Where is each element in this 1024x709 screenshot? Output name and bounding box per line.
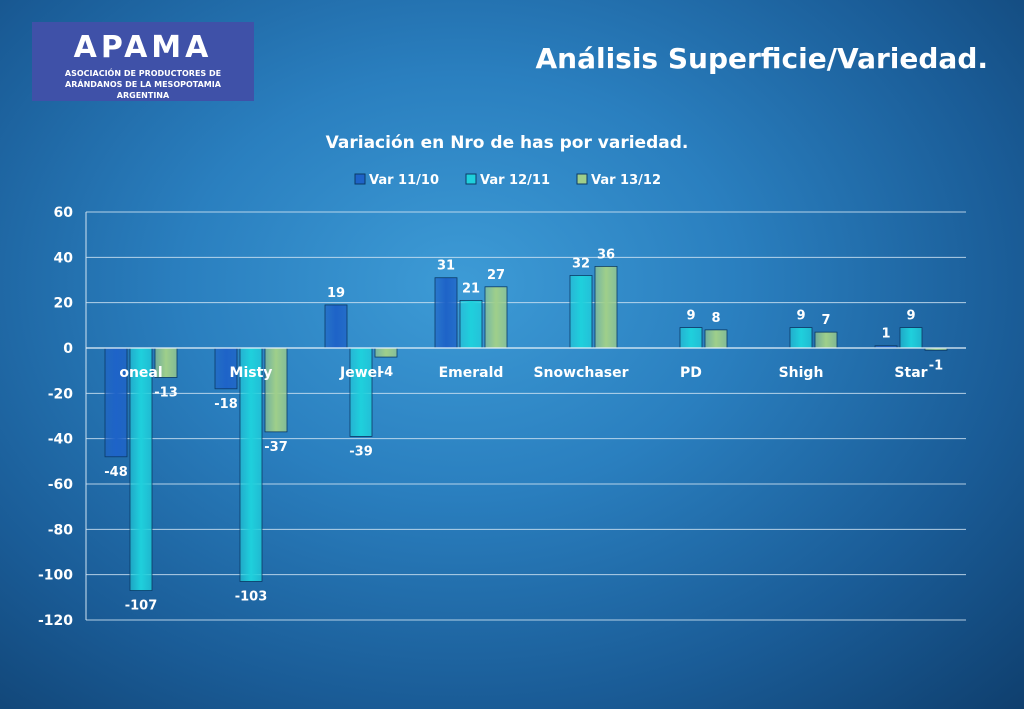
data-label: 9 (686, 309, 695, 324)
data-label: -103 (235, 589, 268, 604)
bar (899, 327, 923, 349)
legend-label: Var 12/11 (480, 173, 550, 188)
y-tick-label: -120 (38, 613, 73, 629)
chart-title: Variación en Nro de has por variedad. (326, 133, 689, 153)
data-label: 31 (437, 259, 455, 274)
y-tick-label: 40 (54, 250, 74, 266)
bar (264, 347, 288, 433)
bar (594, 265, 618, 349)
bar (129, 347, 153, 591)
category-label: Misty (230, 365, 273, 381)
y-tick-label: 20 (54, 296, 74, 312)
legend-label: Var 11/10 (369, 173, 439, 188)
data-label: -18 (214, 397, 238, 412)
bar (789, 327, 813, 349)
category-label: oneal (119, 365, 162, 381)
data-label: 7 (821, 313, 830, 328)
bar (459, 299, 483, 349)
category-label: Jewel (339, 365, 382, 381)
bar (814, 331, 838, 349)
legend-swatch (465, 173, 477, 185)
category-label: Star (894, 365, 927, 381)
data-label: -37 (264, 440, 288, 455)
legend-swatch (576, 173, 588, 185)
data-label: 9 (906, 309, 915, 324)
data-label: 9 (796, 309, 805, 324)
data-label: -48 (104, 465, 128, 480)
data-label: 36 (597, 247, 615, 262)
data-label: 8 (711, 311, 720, 326)
y-tick-label: -60 (48, 477, 74, 493)
bar (434, 277, 458, 349)
category-label: Emerald (439, 365, 504, 381)
bar (349, 347, 373, 437)
bar (484, 286, 508, 349)
data-label: -4 (379, 365, 393, 380)
y-tick-label: 0 (63, 341, 73, 357)
data-label: -107 (125, 599, 158, 614)
slide-title: Análisis Superficie/Variedad. (535, 42, 988, 75)
bar (324, 304, 348, 349)
category-label: Shigh (779, 365, 824, 381)
legend-swatch (354, 173, 366, 185)
logo-subtitle: ASOCIACIÓN DE PRODUCTORES DE ARÁNDANOS D… (64, 69, 222, 100)
logo-word: APAMA (73, 30, 213, 65)
data-label: -39 (349, 444, 373, 459)
data-label: 32 (572, 256, 590, 271)
y-tick-label: -100 (38, 568, 73, 584)
bar (704, 329, 728, 349)
y-tick-label: -20 (48, 386, 74, 402)
legend-label: Var 13/12 (591, 173, 661, 188)
bar (374, 347, 398, 358)
data-label: -1 (929, 358, 943, 373)
y-tick-label: -40 (48, 432, 74, 448)
apama-logo: APAMA ASOCIACIÓN DE PRODUCTORES DE ARÁND… (32, 22, 254, 101)
data-label: 19 (327, 286, 345, 301)
data-label: 27 (487, 268, 505, 283)
y-tick-label: -80 (48, 522, 74, 538)
category-label: PD (680, 365, 702, 381)
category-label: Snowchaser (533, 365, 628, 381)
data-label: 1 (881, 327, 890, 342)
data-label: 21 (462, 281, 480, 296)
bar (679, 327, 703, 349)
bar (239, 347, 263, 582)
y-tick-label: 60 (54, 205, 74, 221)
data-label: -13 (154, 385, 178, 400)
bar (569, 275, 593, 349)
